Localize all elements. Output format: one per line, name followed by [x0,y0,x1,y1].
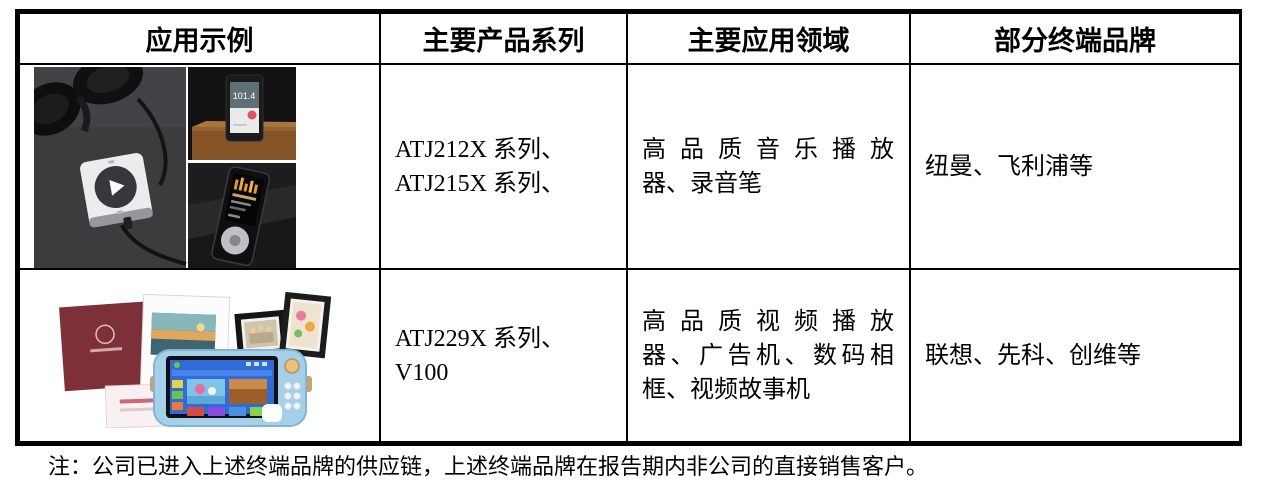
cell-product-series-video: ATJ229X 系列、 V100 [379,268,628,443]
header-row: 应用示例 主要产品系列 主要应用领域 部分终端品牌 [18,12,1241,65]
series-line: ATJ212X 系列、 [395,136,566,163]
cell-application-example-audio: 101.4 [18,63,381,270]
column-header-terminal-brands: 部分终端品牌 [909,12,1241,65]
application-line: 高品质视频播放 [642,308,894,335]
kids-video-player-image [150,349,312,427]
photo-frames-image [234,291,332,359]
radio-player-image: 101.4 [188,67,296,160]
table-border: 应用示例 主要产品系列 主要应用领域 部分终端品牌 [15,9,1242,446]
cell-terminal-brands-audio: 纽曼、飞利浦等 [909,63,1241,270]
series-line: V100 [395,359,449,386]
application-line: 器、广告机、数码相 [642,342,894,369]
column-header-product-series: 主要产品系列 [379,12,628,65]
cell-product-series-audio: ATJ212X 系列、 ATJ215X 系列、 [379,63,628,270]
application-line: 框、视频故事机 [642,376,810,403]
column-header-application-example: 应用示例 [18,12,381,65]
car-mp3-image [188,163,296,267]
footnote: 注：公司已进入上述终端品牌的供应链，上述终端品牌在报告期内非公司的直接销售客户。 [48,454,929,479]
brands-text: 联想、先科、创维等 [925,342,1141,369]
product-table: 应用示例 主要产品系列 主要应用领域 部分终端品牌 [18,12,1241,443]
cell-application-field-video: 高品质视频播放 器、广告机、数码相 框、视频故事机 [626,268,911,443]
series-line: ATJ229X 系列、 [395,325,566,352]
application-line: 高品质音乐播放 [642,136,894,163]
series-line: ATJ215X 系列、 [395,170,566,197]
table-row-audio: 101.4 [18,63,1241,270]
cell-application-field-audio: 高品质音乐播放 器、录音笔 [626,63,911,270]
audio-products-photo: 101.4 [34,67,296,267]
column-header-application-field: 主要应用领域 [626,12,911,65]
application-line: 器、录音笔 [642,170,762,197]
cell-application-example-video [18,268,381,443]
cell-terminal-brands-video: 联想、先科、创维等 [909,268,1241,443]
table-row-video: ATJ229X 系列、 V100 高品质视频播放 器、广告机、数码相 框、视频故… [18,268,1241,443]
video-products-photo [59,291,332,428]
brands-text: 纽曼、飞利浦等 [925,153,1093,180]
radio-frequency-text: 101.4 [233,91,256,101]
headphones-mp3-image [34,67,187,267]
